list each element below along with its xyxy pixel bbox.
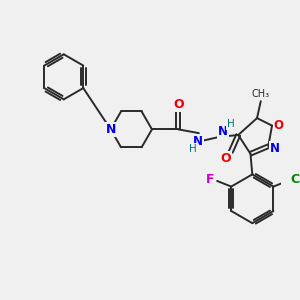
Text: O: O [173, 98, 184, 110]
Text: N: N [270, 142, 280, 154]
Text: O: O [274, 119, 284, 132]
Text: CH₃: CH₃ [252, 89, 270, 99]
Text: N: N [218, 125, 228, 138]
Text: H: H [227, 119, 235, 129]
Text: N: N [106, 123, 116, 136]
Text: O: O [221, 152, 231, 165]
Text: F: F [206, 172, 215, 186]
Text: H: H [189, 144, 197, 154]
Text: N: N [193, 135, 203, 148]
Text: Cl: Cl [290, 172, 300, 186]
